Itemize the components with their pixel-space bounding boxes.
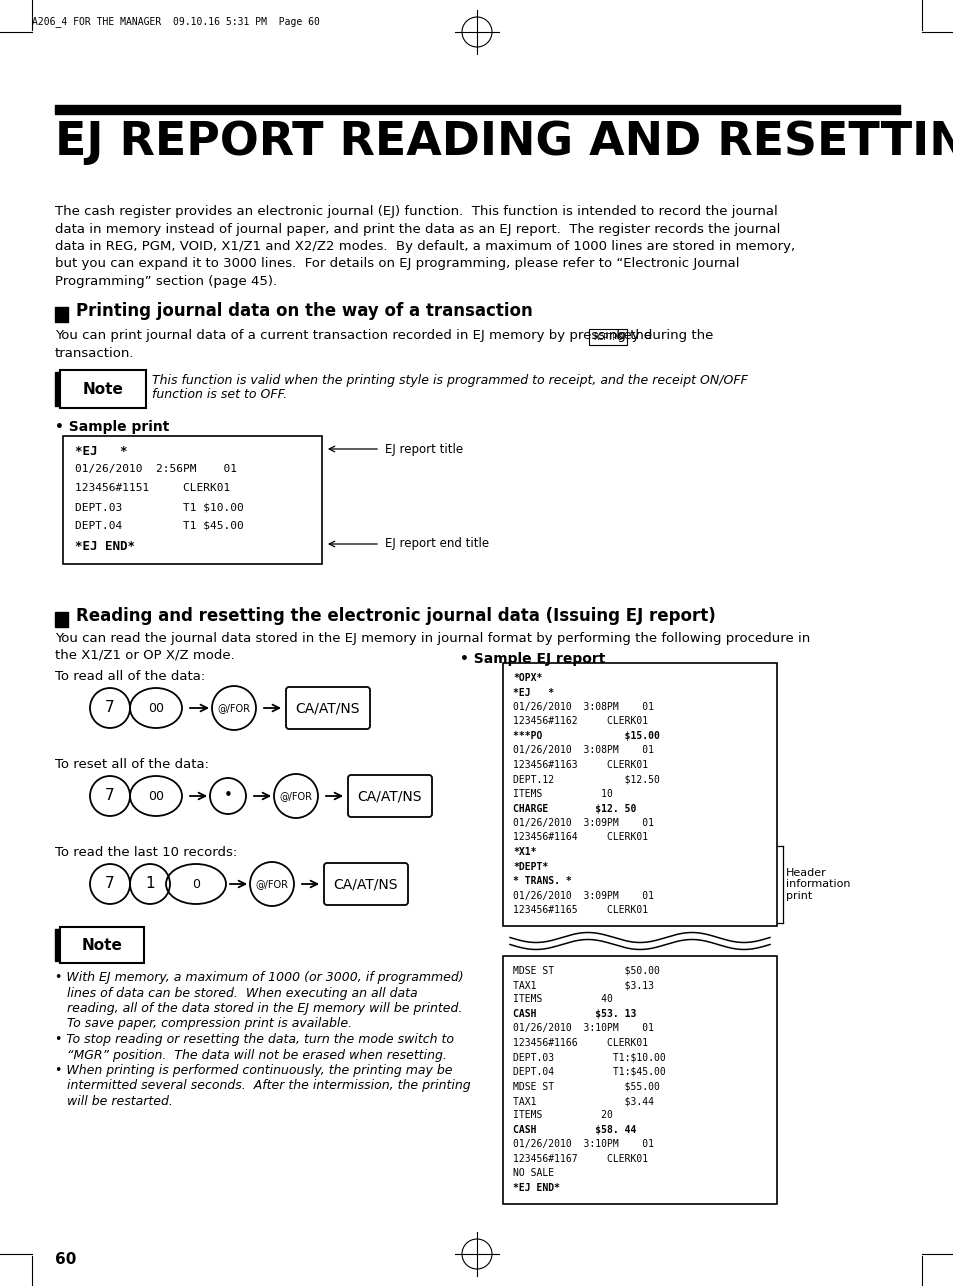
- Text: DEPT.03         T1 $10.00: DEPT.03 T1 $10.00: [75, 502, 244, 512]
- Text: DEPT.04         T1 $45.00: DEPT.04 T1 $45.00: [75, 521, 244, 531]
- Text: You can read the journal data stored in the EJ memory in journal format by perfo: You can read the journal data stored in …: [55, 631, 809, 646]
- Text: *EJ END*: *EJ END*: [513, 1183, 559, 1193]
- Text: function is set to OFF.: function is set to OFF.: [152, 388, 287, 401]
- FancyBboxPatch shape: [60, 927, 144, 963]
- Text: Header
information
print: Header information print: [785, 868, 850, 901]
- Text: lines of data can be stored.  When executing an all data: lines of data can be stored. When execut…: [55, 986, 417, 999]
- Text: 123456#1151     CLERK01: 123456#1151 CLERK01: [75, 484, 230, 493]
- Text: CHARGE        $12. 50: CHARGE $12. 50: [513, 804, 636, 814]
- Text: MDSE ST            $50.00: MDSE ST $50.00: [513, 966, 659, 976]
- Text: You can print journal data of a current transaction recorded in EJ memory by pre: You can print journal data of a current …: [55, 329, 652, 342]
- Text: EJ report end title: EJ report end title: [385, 538, 489, 550]
- Text: DEPT.03          T1:$10.00: DEPT.03 T1:$10.00: [513, 1052, 665, 1062]
- Text: “MGR” position.  The data will not be erased when resetting.: “MGR” position. The data will not be era…: [55, 1048, 446, 1061]
- Text: This function is valid when the printing style is programmed to receipt, and the: This function is valid when the printing…: [152, 374, 747, 387]
- Text: 123456#1164     CLERK01: 123456#1164 CLERK01: [513, 832, 647, 842]
- Text: • Sample print: • Sample print: [55, 421, 170, 433]
- Text: 01/26/2010  3:08PM    01: 01/26/2010 3:08PM 01: [513, 702, 654, 712]
- Text: To read the last 10 records:: To read the last 10 records:: [55, 846, 237, 859]
- Text: A206_4 FOR THE MANAGER  09.10.16 5:31 PM  Page 60: A206_4 FOR THE MANAGER 09.10.16 5:31 PM …: [32, 15, 319, 27]
- Text: ITEMS          10: ITEMS 10: [513, 790, 612, 799]
- Text: 123456#1162     CLERK01: 123456#1162 CLERK01: [513, 716, 647, 727]
- Text: • With EJ memory, a maximum of 1000 (or 3000, if programmed): • With EJ memory, a maximum of 1000 (or …: [55, 971, 463, 984]
- Text: To save paper, compression print is available.: To save paper, compression print is avai…: [55, 1017, 352, 1030]
- Text: *OPX*: *OPX*: [513, 673, 542, 683]
- Text: 01/26/2010  3:09PM    01: 01/26/2010 3:09PM 01: [513, 890, 654, 900]
- Text: • To stop reading or resetting the data, turn the mode switch to: • To stop reading or resetting the data,…: [55, 1033, 454, 1046]
- Text: To reset all of the data:: To reset all of the data:: [55, 757, 209, 772]
- Text: 123456#1163     CLERK01: 123456#1163 CLERK01: [513, 760, 647, 770]
- Text: TAX1               $3.44: TAX1 $3.44: [513, 1096, 654, 1106]
- FancyBboxPatch shape: [60, 370, 146, 408]
- Text: Programming” section (page 45).: Programming” section (page 45).: [55, 275, 276, 288]
- Text: EJ REPORT READING AND RESETTING: EJ REPORT READING AND RESETTING: [55, 120, 953, 165]
- Text: @/FOR: @/FOR: [255, 880, 288, 889]
- FancyBboxPatch shape: [324, 863, 408, 905]
- FancyBboxPatch shape: [588, 329, 626, 345]
- Text: EJ report title: EJ report title: [385, 442, 462, 455]
- Text: 123456#1165     CLERK01: 123456#1165 CLERK01: [513, 905, 647, 916]
- Text: key during the: key during the: [612, 329, 713, 342]
- FancyBboxPatch shape: [63, 436, 322, 565]
- Text: 00: 00: [148, 790, 164, 802]
- FancyBboxPatch shape: [348, 775, 432, 817]
- Text: 1: 1: [145, 877, 154, 891]
- Text: 7: 7: [105, 701, 114, 715]
- Text: ***PO              $15.00: ***PO $15.00: [513, 730, 659, 741]
- Text: To read all of the data:: To read all of the data:: [55, 670, 205, 683]
- Text: transaction.: transaction.: [55, 347, 134, 360]
- Text: @/FOR: @/FOR: [279, 791, 313, 801]
- Text: *EJ   *: *EJ *: [513, 688, 554, 697]
- Text: Note: Note: [81, 937, 122, 953]
- Text: *DEPT*: *DEPT*: [513, 862, 548, 872]
- Text: Note: Note: [83, 382, 123, 396]
- Text: CA/AT/NS: CA/AT/NS: [357, 790, 422, 802]
- Text: 01/26/2010  2:56PM    01: 01/26/2010 2:56PM 01: [75, 464, 236, 475]
- Text: 01/26/2010  3:10PM    01: 01/26/2010 3:10PM 01: [513, 1024, 654, 1034]
- Text: 0: 0: [192, 877, 200, 890]
- Text: • Sample EJ report: • Sample EJ report: [459, 652, 605, 666]
- Text: MDSE ST            $55.00: MDSE ST $55.00: [513, 1082, 659, 1092]
- FancyBboxPatch shape: [502, 664, 776, 926]
- Text: •: •: [223, 788, 233, 804]
- Text: but you can expand it to 3000 lines.  For details on EJ programming, please refe: but you can expand it to 3000 lines. For…: [55, 257, 739, 270]
- Text: will be restarted.: will be restarted.: [55, 1094, 172, 1109]
- Text: 00: 00: [148, 701, 164, 715]
- Text: intermitted several seconds.  After the intermission, the printing: intermitted several seconds. After the i…: [55, 1079, 470, 1093]
- Text: 01/26/2010  3:09PM    01: 01/26/2010 3:09PM 01: [513, 818, 654, 828]
- Text: ITEMS          20: ITEMS 20: [513, 1111, 612, 1120]
- Text: the X1/Z1 or OP X/Z mode.: the X1/Z1 or OP X/Z mode.: [55, 648, 234, 661]
- Text: 7: 7: [105, 877, 114, 891]
- Text: data in memory instead of journal paper, and print the data as an EJ report.  Th: data in memory instead of journal paper,…: [55, 222, 780, 235]
- FancyBboxPatch shape: [502, 955, 776, 1204]
- Text: NO SALE: NO SALE: [513, 1169, 554, 1178]
- Text: TAX1               $3.13: TAX1 $3.13: [513, 980, 654, 990]
- Text: 7: 7: [105, 788, 114, 804]
- Text: ITEMS          40: ITEMS 40: [513, 994, 612, 1004]
- Text: @/FOR: @/FOR: [217, 703, 251, 712]
- Text: RCPTPO: RCPTPO: [593, 333, 622, 342]
- Text: CASH          $58. 44: CASH $58. 44: [513, 1125, 636, 1136]
- Text: 123456#1167     CLERK01: 123456#1167 CLERK01: [513, 1154, 647, 1164]
- FancyBboxPatch shape: [286, 687, 370, 729]
- Text: 01/26/2010  3:10PM    01: 01/26/2010 3:10PM 01: [513, 1139, 654, 1150]
- Text: data in REG, PGM, VOID, X1/Z1 and X2/Z2 modes.  By default, a maximum of 1000 li: data in REG, PGM, VOID, X1/Z1 and X2/Z2 …: [55, 240, 794, 253]
- Text: Printing journal data on the way of a transaction: Printing journal data on the way of a tr…: [76, 302, 532, 320]
- Text: 60: 60: [55, 1253, 76, 1267]
- Text: *EJ END*: *EJ END*: [75, 540, 135, 553]
- Text: • When printing is performed continuously, the printing may be: • When printing is performed continuousl…: [55, 1064, 452, 1076]
- Text: reading, all of the data stored in the EJ memory will be printed.: reading, all of the data stored in the E…: [55, 1002, 462, 1015]
- Text: 123456#1166     CLERK01: 123456#1166 CLERK01: [513, 1038, 647, 1048]
- Text: Reading and resetting the electronic journal data (Issuing EJ report): Reading and resetting the electronic jou…: [76, 607, 715, 625]
- Text: DEPT.04          T1:$45.00: DEPT.04 T1:$45.00: [513, 1067, 665, 1076]
- Text: DEPT.12            $12.50: DEPT.12 $12.50: [513, 774, 659, 784]
- Text: 01/26/2010  3:08PM    01: 01/26/2010 3:08PM 01: [513, 746, 654, 755]
- Text: CA/AT/NS: CA/AT/NS: [334, 877, 397, 891]
- Text: The cash register provides an electronic journal (EJ) function.  This function i: The cash register provides an electronic…: [55, 204, 777, 219]
- Text: CASH          $53. 13: CASH $53. 13: [513, 1010, 636, 1019]
- Text: *X1*: *X1*: [513, 847, 536, 856]
- Text: *EJ   *: *EJ *: [75, 445, 128, 458]
- Text: CA/AT/NS: CA/AT/NS: [295, 701, 360, 715]
- Text: * TRANS. *: * TRANS. *: [513, 876, 571, 886]
